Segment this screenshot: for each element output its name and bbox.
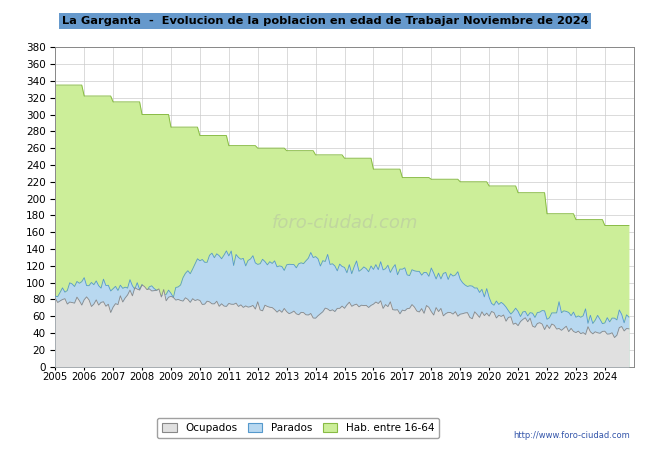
Legend: Ocupados, Parados, Hab. entre 16-64: Ocupados, Parados, Hab. entre 16-64 (157, 418, 439, 438)
Text: http://www.foro-ciudad.com: http://www.foro-ciudad.com (514, 431, 630, 440)
Text: La Garganta  -  Evolucion de la poblacion en edad de Trabajar Noviembre de 2024: La Garganta - Evolucion de la poblacion … (62, 16, 588, 26)
Text: foro-ciudad.com: foro-ciudad.com (271, 214, 418, 232)
